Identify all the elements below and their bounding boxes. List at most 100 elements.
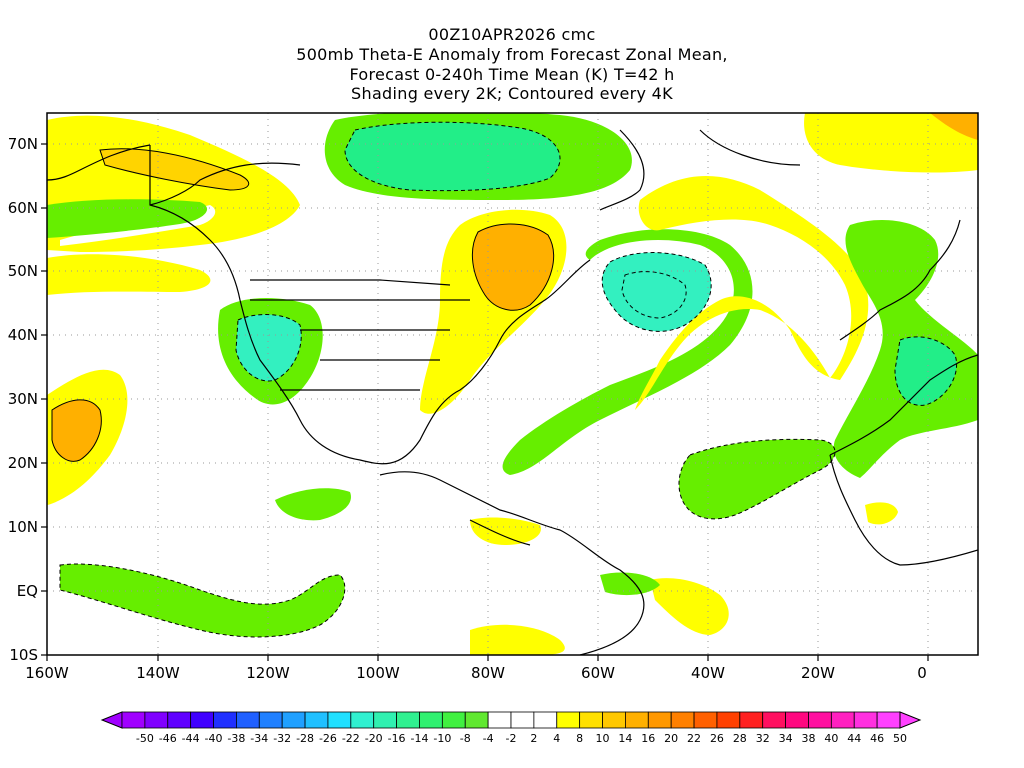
colorbar-label: -2 <box>506 732 517 745</box>
yellow-region-west-africa <box>865 502 898 525</box>
colorbar-label: -22 <box>342 732 360 745</box>
colorbar-label: 26 <box>710 732 724 745</box>
colorbar-swatch <box>808 711 832 729</box>
orange-region-great-lakes <box>472 224 554 311</box>
colorbar-swatch <box>533 711 558 729</box>
longitude-labels: 160W 140W 120W 100W 80W 60W 40W 20W 0 <box>25 664 927 682</box>
lat-label: 70N <box>8 135 38 153</box>
lon-label: 120W <box>246 664 290 682</box>
colorbar-label: 2 <box>530 732 537 745</box>
colorbar-swatch <box>327 711 352 729</box>
negative-contour-lines <box>59 121 957 638</box>
yellow-region-gulf-guinea <box>650 578 729 635</box>
orange-region-alaska <box>100 148 249 190</box>
colorbar-label: -50 <box>136 732 154 745</box>
colorbar-swatch <box>647 711 672 729</box>
colorbar-label: -16 <box>388 732 406 745</box>
colorbar-swatch <box>190 711 214 729</box>
cyan-region-north-atlantic <box>602 252 712 332</box>
colorbar-label: 28 <box>733 732 747 745</box>
colorbar-label: -4 <box>483 732 494 745</box>
green-region-subtropical-atlantic <box>678 439 835 519</box>
colorbar-swatch <box>602 711 626 729</box>
cyan-region-western-us <box>236 314 302 381</box>
colorbar-label: -46 <box>159 732 177 745</box>
colorbar-label: -20 <box>365 732 383 745</box>
lat-label: 50N <box>8 262 38 280</box>
lon-label: 0 <box>917 664 927 682</box>
lat-label: 60N <box>8 199 38 217</box>
colorbar-swatch <box>396 711 420 729</box>
lat-label: 40N <box>8 326 38 344</box>
green-region-gulf-alaska <box>47 199 208 238</box>
orange-region-hawaii <box>52 399 102 462</box>
colorbar-swatch <box>236 711 260 729</box>
lat-label: 20N <box>8 454 38 472</box>
colorbar-swatch <box>350 711 375 729</box>
colorbar-label: 40 <box>824 732 838 745</box>
colorbar-label: 46 <box>870 732 884 745</box>
colorbar-swatch <box>281 711 306 729</box>
colorbar-swatch <box>121 711 146 729</box>
yellow-region-south-america <box>470 624 565 655</box>
colorbar-label: 10 <box>596 732 610 745</box>
colorbar-swatch <box>876 711 901 729</box>
title-line-4: Shading every 2K; Contoured every 4K <box>351 84 673 103</box>
axis-ticks <box>41 143 929 661</box>
colorbar-swatch <box>167 711 192 729</box>
latitude-labels: 70N 60N 50N 40N 30N 20N 10N EQ 10S <box>8 135 38 664</box>
colorbar-left-arrow <box>100 711 123 729</box>
lat-label: 10S <box>9 646 38 664</box>
colorbar-label: 34 <box>779 732 793 745</box>
colorbar-label: -8 <box>460 732 471 745</box>
colorbar-swatch <box>739 711 764 729</box>
colorbar-label: -28 <box>296 732 314 745</box>
colorbar-swatch <box>853 711 878 729</box>
title-line-2: 500mb Theta-E Anomaly from Forecast Zona… <box>296 45 728 64</box>
colorbar-label: -44 <box>182 732 200 745</box>
colorbar-swatch <box>579 711 603 729</box>
colorbar-swatch <box>716 711 741 729</box>
colorbar-swatch <box>762 711 786 729</box>
teal-region-arctic-canada <box>345 122 560 191</box>
yellow-region-north-pacific <box>47 254 211 295</box>
colorbar-swatch <box>830 711 855 729</box>
colorbar-label: 4 <box>553 732 560 745</box>
colorbar-swatch <box>258 711 283 729</box>
colorbar-label: 38 <box>801 732 815 745</box>
lat-label: 30N <box>8 390 38 408</box>
colorbar-right-arrow <box>899 711 922 729</box>
lon-label: 160W <box>25 664 69 682</box>
colorbar-swatch <box>670 711 695 729</box>
teal-region-europe-africa <box>895 336 957 406</box>
colorbar-swatch <box>625 711 649 729</box>
colorbar-swatch <box>510 711 535 729</box>
colorbar-label: 20 <box>664 732 678 745</box>
lon-label: 60W <box>581 664 615 682</box>
colorbar-label: -14 <box>410 732 428 745</box>
colorbar-swatch <box>441 711 466 729</box>
colorbar-swatch <box>144 711 169 729</box>
lon-label: 100W <box>356 664 400 682</box>
title-line-3: Forecast 0-240h Time Mean (K) T=42 h <box>349 65 675 84</box>
colorbar-swatch <box>785 711 809 729</box>
colorbar-label: -26 <box>319 732 337 745</box>
shading-layer <box>47 113 978 655</box>
colorbar: -50 -46 -44 -40 -38 -34 -32 -28 -26 -22 -20 -16 -14-… <box>100 711 922 745</box>
title-line-1: 00Z10APR2026 cmc <box>428 25 596 44</box>
colorbar-swatch <box>419 711 443 729</box>
green-region-south-atlantic <box>600 572 660 596</box>
contour-lines <box>51 148 555 462</box>
green-region-north-atlantic <box>502 229 753 475</box>
lon-label: 80W <box>471 664 505 682</box>
colorbar-swatch <box>556 711 581 729</box>
lat-label: 10N <box>8 518 38 536</box>
orange-region-arctic-europe <box>930 113 978 140</box>
coastlines <box>47 129 978 655</box>
colorbar-label: 22 <box>687 732 701 745</box>
colorbar-swatch <box>464 711 489 729</box>
yellow-region-atlantic-band <box>635 176 869 410</box>
colorbar-swatch <box>304 711 329 729</box>
colorbar-label: 16 <box>641 732 655 745</box>
